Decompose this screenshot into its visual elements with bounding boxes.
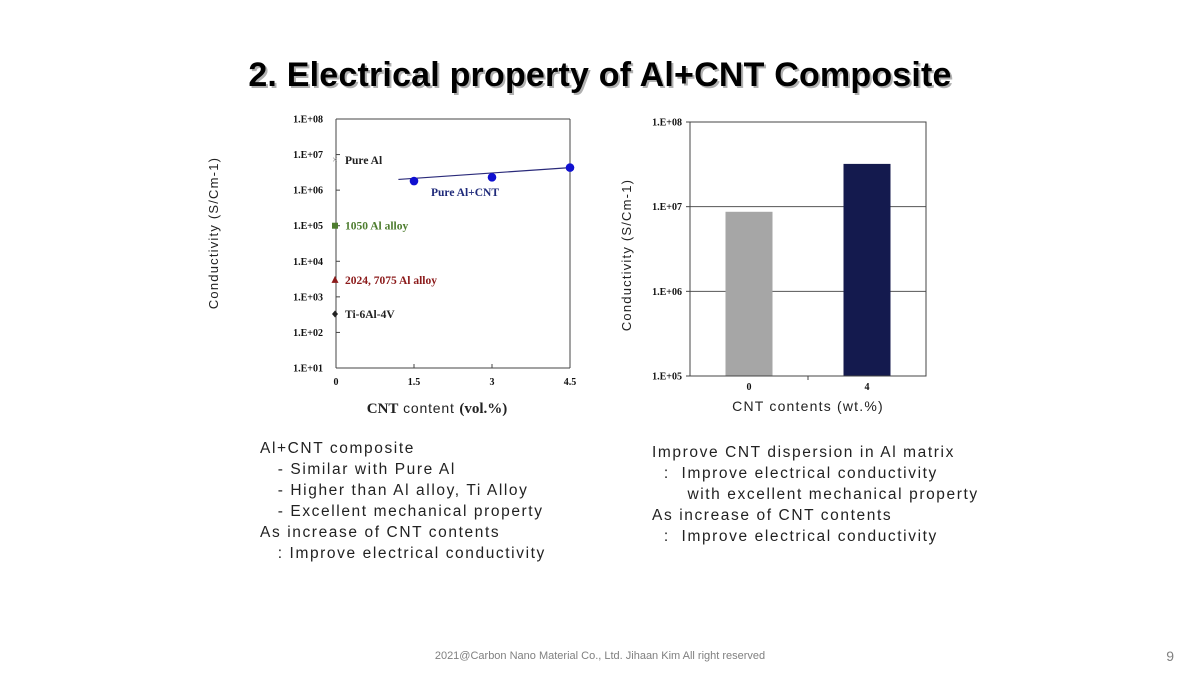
series-point xyxy=(565,163,575,172)
ref-point-pure-al: × xyxy=(332,155,338,166)
left-note-line-1: Al+CNT composite xyxy=(260,440,415,457)
left-note-line-5: As increase of CNT contents xyxy=(260,524,501,541)
series-label-pure-al-cnt: Pure Al+CNT xyxy=(431,187,499,199)
left-y-tick-label: 1.E+05 xyxy=(293,221,323,232)
left-note-line-6: : Improve electrical conductivity xyxy=(260,545,546,562)
right-plot-frame xyxy=(689,121,927,377)
right-note-line-1: Improve CNT dispersion in Al matrix xyxy=(652,444,955,461)
ref-point-ti-6al-4v xyxy=(332,310,338,318)
ref-label-ti-6al-4v: Ti-6Al-4V xyxy=(345,309,395,321)
right-note-line-4: As increase of CNT contents xyxy=(652,507,893,524)
slide-title: 2. Electrical property of Al+CNT Composi… xyxy=(248,56,952,94)
left-y-tick-label: 1.E+04 xyxy=(293,257,323,268)
footer-copyright: 2021@Carbon Nano Material Co., Ltd. Jiha… xyxy=(434,650,766,662)
right-y-axis-label: Conductivity (S/Cm-1) xyxy=(619,179,634,331)
left-y-tick-label: 1.E+02 xyxy=(293,328,323,339)
ref-label-2024-7075-al-alloy: 2024, 7075 Al alloy xyxy=(345,275,437,287)
series-trend-line xyxy=(398,167,571,181)
left-x-axis-label: CNT content (vol.%) xyxy=(367,400,508,417)
left-y-tick-label: 1.E+08 xyxy=(293,115,323,126)
left-y-tick-label: 1.E+06 xyxy=(293,186,323,197)
page-number: 9 xyxy=(1166,648,1174,664)
right-x-tick-label: 0 xyxy=(747,382,752,393)
right-notes: Improve CNT dispersion in Al matrix : Im… xyxy=(652,442,979,547)
right-x-tick-label: 4 xyxy=(865,382,870,393)
left-x-axis-label-content: content xyxy=(398,400,459,416)
ref-point-2024-7075-al-alloy xyxy=(331,275,339,283)
right-y-tick-label: 1.E+07 xyxy=(652,202,682,213)
left-x-tick-label: 4.5 xyxy=(564,377,577,388)
left-x-axis-label-unit: (vol.%) xyxy=(459,401,507,417)
right-x-axis-label: CNT contents (wt.%) xyxy=(732,398,884,414)
right-note-line-5: : Improve electrical conductivity xyxy=(652,528,938,545)
bar-cnt-4 xyxy=(843,163,891,376)
ref-point-1050-al-alloy xyxy=(332,222,338,229)
left-x-tick-label: 3 xyxy=(490,377,495,388)
left-y-axis-label: Conductivity (S/Cm-1) xyxy=(206,157,221,309)
series-point xyxy=(409,176,419,186)
series-point xyxy=(487,172,497,182)
left-y-tick-label: 1.E+03 xyxy=(293,292,323,303)
left-note-line-2: - Similar with Pure Al xyxy=(260,461,456,478)
left-note-line-4: - Excellent mechanical property xyxy=(260,503,544,520)
ref-label-1050-al-alloy: 1050 Al alloy xyxy=(345,221,409,233)
left-y-tick-label: 1.E+07 xyxy=(293,150,323,161)
bar-cnt-0 xyxy=(725,211,773,376)
left-x-axis-label-cnt: CNT xyxy=(367,401,399,417)
right-note-line-3: with excellent mechanical property xyxy=(652,486,979,503)
right-y-tick-label: 1.E+05 xyxy=(652,372,682,383)
left-x-tick-label: 0 xyxy=(334,377,339,388)
right-y-tick-label: 1.E+08 xyxy=(652,118,682,129)
ref-label-pure-al: Pure Al xyxy=(345,155,382,167)
left-notes: Al+CNT composite - Similar with Pure Al … xyxy=(260,438,546,564)
left-y-tick-label: 1.E+01 xyxy=(293,364,323,375)
left-note-line-3: - Higher than Al alloy, Ti Alloy xyxy=(260,482,529,499)
left-x-tick-label: 1.5 xyxy=(408,377,421,388)
right-note-line-2: : Improve electrical conductivity xyxy=(652,465,938,482)
right-y-tick-label: 1.E+06 xyxy=(652,287,682,298)
